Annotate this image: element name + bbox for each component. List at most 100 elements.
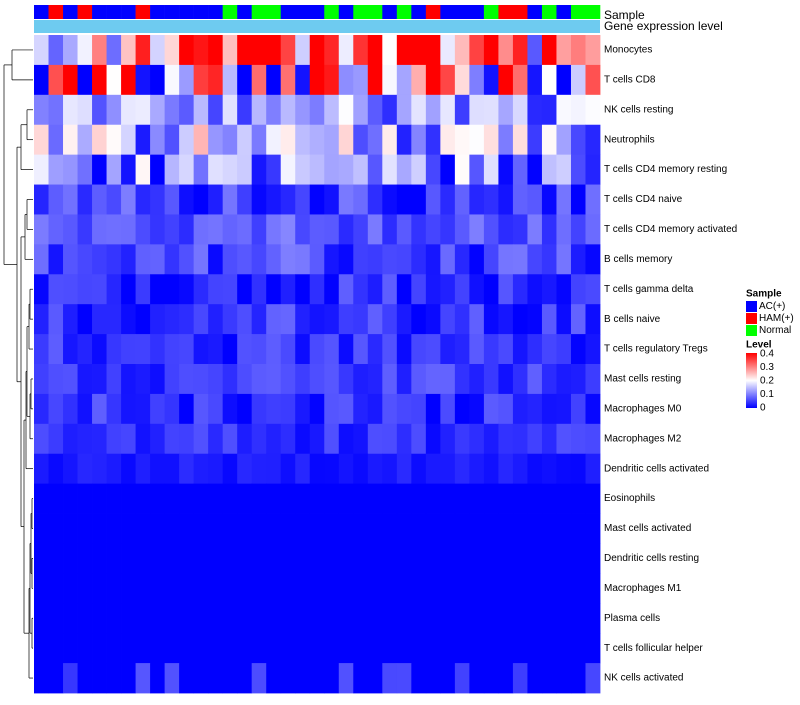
heatmap-cell [121, 573, 136, 604]
heatmap-cell [179, 633, 195, 664]
heatmap-cell [382, 64, 398, 96]
heatmap-cell [324, 393, 340, 425]
heatmap-cell [222, 513, 238, 544]
heatmap-cell [280, 64, 296, 96]
heatmap-cell [295, 633, 311, 664]
heatmap-cell [512, 124, 528, 156]
heatmap-cell [251, 543, 267, 574]
heatmap-cell [48, 633, 64, 664]
heatmap-cell [208, 334, 224, 365]
heatmap-cell [164, 304, 180, 335]
row-label: Macrophages M0 [604, 404, 682, 415]
heatmap-cell [338, 35, 354, 66]
heatmap-cell [440, 453, 456, 485]
heatmap-cell [498, 94, 514, 126]
heatmap-cell [411, 94, 427, 126]
heatmap-cell [63, 633, 78, 664]
row-label: Dendritic cells resting [604, 553, 699, 564]
sample-annotation-cell [411, 5, 427, 19]
heatmap-cell [367, 364, 383, 395]
heatmap-cell [63, 453, 78, 485]
heatmap-cell [77, 603, 93, 634]
sample-annotation-cell [135, 5, 151, 19]
heatmap-cell [222, 124, 238, 156]
heatmap-cell [150, 334, 166, 365]
heatmap-cell [367, 543, 383, 574]
sample-annotation-cell [382, 5, 398, 19]
heatmap-cell [556, 573, 572, 604]
heatmap-cell [469, 214, 485, 245]
heatmap-cell [367, 603, 383, 634]
heatmap-cell [498, 184, 514, 215]
heatmap-cell [483, 543, 499, 574]
heatmap-cell [411, 244, 427, 275]
heatmap-cell [411, 35, 427, 66]
heatmap-cell [527, 423, 543, 455]
heatmap-cell [324, 94, 340, 126]
heatmap-cell [193, 663, 209, 694]
heatmap-cell [77, 154, 93, 185]
heatmap-cell [483, 483, 499, 514]
heatmap-cell [382, 603, 398, 634]
heatmap-cell [541, 244, 557, 275]
heatmap-cell [222, 663, 238, 694]
heatmap-cell [121, 663, 136, 694]
heatmap-cell [411, 154, 427, 185]
heatmap-cell [440, 244, 456, 275]
heatmap-cell [324, 184, 340, 215]
heatmap-cell [309, 513, 325, 544]
heatmap-cell [266, 64, 282, 96]
heatmap-cell [585, 393, 601, 425]
heatmap-cell [454, 244, 470, 275]
heatmap-cell [92, 453, 107, 485]
heatmap-cell [106, 603, 122, 634]
heatmap-cell [106, 423, 122, 455]
heatmap-cell [179, 274, 195, 305]
heatmap-cell [541, 184, 557, 215]
heatmap-cell [34, 573, 49, 604]
heatmap-cell [179, 364, 195, 395]
heatmap-cell [237, 453, 253, 485]
heatmap-cell [382, 274, 398, 305]
heatmap-cell [295, 423, 311, 455]
heatmap-cell [425, 573, 441, 604]
heatmap-cell [150, 483, 166, 514]
heatmap-cell [106, 214, 122, 245]
heatmap-cell [338, 334, 354, 365]
sample-annotation-cell [425, 5, 441, 19]
heatmap-cell [556, 364, 572, 395]
heatmap-cell [34, 513, 49, 544]
heatmap-cell [309, 453, 325, 485]
heatmap-cell [353, 364, 369, 395]
heatmap-cell [396, 214, 412, 245]
heatmap-cell [150, 633, 166, 664]
heatmap-cell [353, 423, 369, 455]
heatmap-cell [338, 94, 354, 126]
heatmap-cell [512, 543, 528, 574]
heatmap-cell [48, 663, 64, 694]
heatmap-cell [179, 573, 195, 604]
heatmap-cell [280, 393, 296, 425]
heatmap-cell [164, 124, 180, 156]
heatmap-cell [367, 154, 383, 185]
heatmap-cell [48, 94, 64, 126]
heatmap-cell [266, 244, 282, 275]
heatmap-cell [498, 603, 514, 634]
heatmap-cell [498, 393, 514, 425]
sample-annotation-cell [367, 5, 383, 19]
heatmap-cell [512, 154, 528, 185]
heatmap-cell [338, 184, 354, 215]
heatmap-cell [396, 64, 412, 96]
heatmap-cell [527, 64, 543, 96]
heatmap-cell [237, 603, 253, 634]
heatmap-cell [483, 184, 499, 215]
heatmap-cell [309, 184, 325, 215]
heatmap-cell [193, 154, 209, 185]
heatmap-cell [382, 483, 398, 514]
heatmap-cell [280, 94, 296, 126]
heatmap-cell [106, 64, 122, 96]
heatmap-cell [440, 663, 456, 694]
heatmap-cell [367, 633, 383, 664]
heatmap-cell [324, 423, 340, 455]
